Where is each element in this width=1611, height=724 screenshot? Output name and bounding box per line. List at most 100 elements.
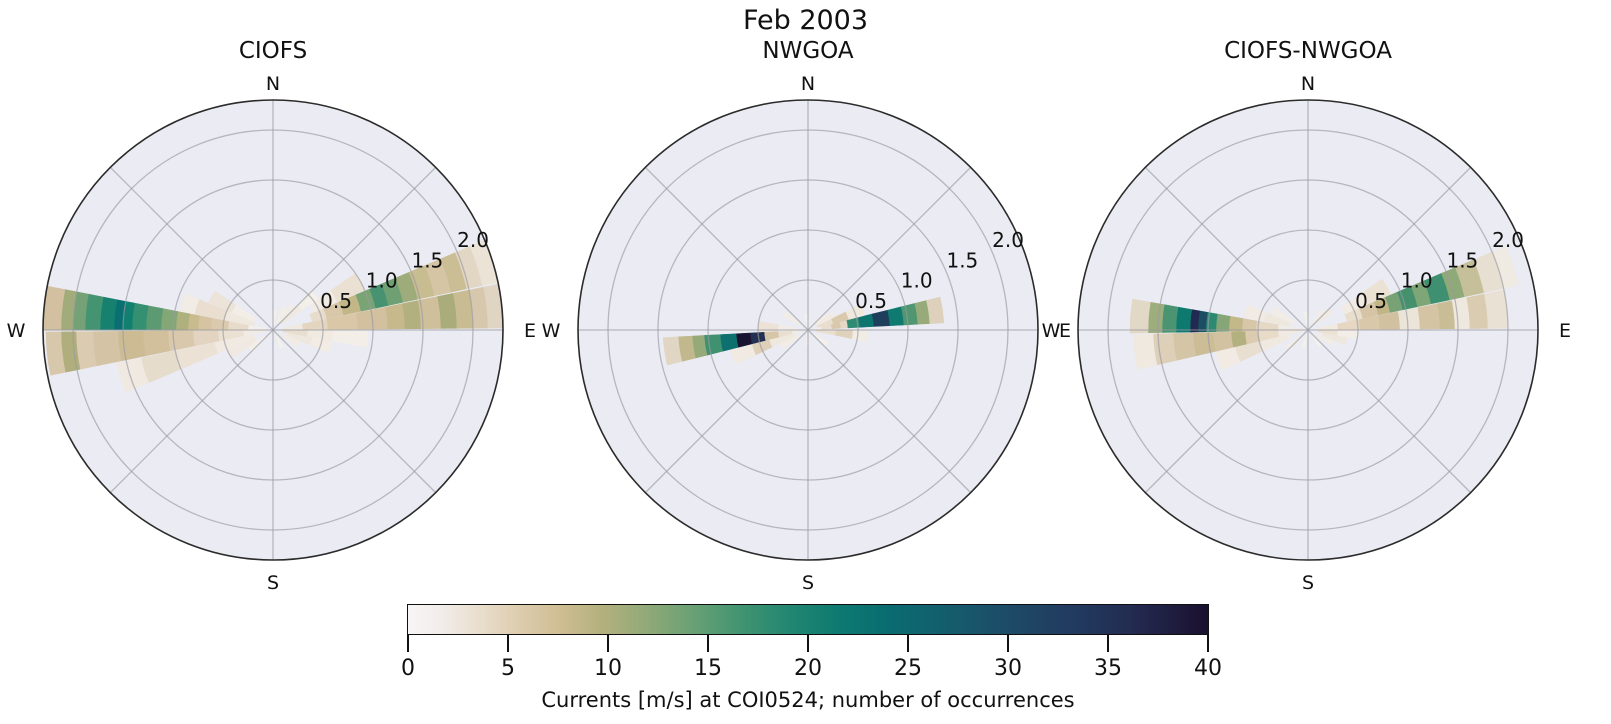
rose-segment xyxy=(280,333,301,348)
subplot-title-ciofs-nwgoa: CIOFS-NWGOA xyxy=(1224,38,1392,64)
axis-labels: N E S W xyxy=(1042,73,1571,594)
grid-spoke xyxy=(644,166,809,331)
radial-tick-label: 1.5 xyxy=(1446,248,1478,272)
cardinal-label-w: W xyxy=(542,320,561,342)
colorbar-tick-label: 10 xyxy=(594,656,622,681)
radial-tick-label: 1.5 xyxy=(946,248,978,272)
rose-segment xyxy=(275,306,287,324)
subplot-title-nwgoa: NWGOA xyxy=(762,38,854,64)
rose-segment xyxy=(385,303,406,330)
colorbar-tick-label: 5 xyxy=(501,656,515,681)
cardinal-label-s: S xyxy=(802,572,814,594)
polar-outline xyxy=(42,99,504,561)
rose-segment xyxy=(1215,347,1241,371)
polar-plot: N E S W 0.5 1.0 1.5 2.0 xyxy=(542,73,1071,594)
colorbar-tick xyxy=(707,635,709,652)
rose-segment xyxy=(187,313,200,331)
figure-title: Feb 2003 xyxy=(742,5,869,36)
grid-spoke xyxy=(1144,166,1309,331)
rose-segment xyxy=(1321,332,1348,346)
rose-segment xyxy=(274,333,285,349)
rose-segment xyxy=(1152,333,1177,366)
rose-segment xyxy=(1361,278,1391,305)
rose-segment xyxy=(815,311,836,326)
rose-segment xyxy=(331,330,369,348)
colorbar-tick xyxy=(1107,635,1109,652)
polar-plot: N E S W 0.5 1.0 1.5 2.0 xyxy=(7,73,536,594)
grid-spoke xyxy=(272,166,437,331)
rose-segment xyxy=(117,330,146,362)
grid-spoke xyxy=(272,329,437,494)
rose-segment xyxy=(131,302,149,331)
colorbar-gradient xyxy=(407,604,1209,635)
rose-segment xyxy=(1301,334,1308,349)
colorbar-label: Currents [m/s] at COI0524; number of occ… xyxy=(541,688,1075,712)
rose-segment xyxy=(1311,308,1326,325)
cardinal-label-e: E xyxy=(1059,320,1071,342)
polar-grid xyxy=(43,100,503,560)
rose-segment xyxy=(1243,304,1267,322)
radial-tick-label: 2.0 xyxy=(1492,228,1524,252)
grid-spoke xyxy=(109,329,274,494)
rose-segment xyxy=(1230,331,1247,348)
grid-spoke xyxy=(807,329,972,494)
grid-spoke xyxy=(109,166,274,331)
rose-segment xyxy=(1132,333,1158,370)
colorbar-tick xyxy=(1007,635,1009,652)
colorbar-tick xyxy=(1207,635,1209,652)
cardinal-label-w: W xyxy=(7,320,26,342)
rose-segment xyxy=(730,344,757,365)
radial-tick-label: 2.0 xyxy=(992,228,1024,252)
grid-spoke xyxy=(644,329,809,494)
rose-segment xyxy=(1241,318,1258,332)
colorbar-tick xyxy=(807,635,809,652)
rose-petals xyxy=(662,296,945,366)
grid-spoke xyxy=(1307,329,1472,494)
radial-tick-label: 0.5 xyxy=(320,289,352,313)
axis-labels: N E S W xyxy=(7,73,536,594)
rose-segment xyxy=(783,311,801,326)
rose-segment xyxy=(1192,332,1216,357)
rose-segment xyxy=(1417,303,1441,330)
rose-segment xyxy=(813,333,829,347)
rose-plots: N E S W 0.5 1.0 1.5 2.0 N E S W 0.5 1.0 1.5 2.0 N E S W 0.5 1… xyxy=(7,73,1571,594)
rose-segment xyxy=(145,305,164,331)
grid-spoke xyxy=(1307,166,1472,331)
polar-grid xyxy=(578,100,1038,560)
radial-tick-label: 0.5 xyxy=(855,289,887,313)
rose-segment xyxy=(402,300,422,330)
rose-segment xyxy=(1397,307,1421,330)
colorbar-tick-label: 25 xyxy=(894,656,922,681)
rose-segment xyxy=(1270,307,1296,325)
rose-segment xyxy=(1215,313,1231,332)
colorbar-tick-label: 0 xyxy=(401,656,415,681)
rose-segment xyxy=(278,304,295,324)
rose-segment xyxy=(92,331,122,367)
rose-segment xyxy=(175,311,190,331)
cardinal-label-n: N xyxy=(801,73,815,95)
rose-segment xyxy=(662,336,683,366)
rose-petals xyxy=(1129,245,1519,371)
colorbar-axis: 0 5 10 15 20 25 30 35 40 Currents [m/s] at COI05… xyxy=(401,604,1222,716)
rose-segment xyxy=(179,293,200,315)
radial-tick-label: 2.0 xyxy=(457,228,489,252)
radial-tick-label: 1.0 xyxy=(1401,269,1433,293)
colorbar-tick-label: 40 xyxy=(1194,656,1222,681)
radial-tick-label: 1.0 xyxy=(901,269,933,293)
polar-grid xyxy=(1078,100,1538,560)
colorbar-tick-label: 35 xyxy=(1094,656,1122,681)
rose-segment xyxy=(1147,301,1165,334)
rose-segment xyxy=(1161,304,1179,333)
grid-spoke xyxy=(1144,329,1309,494)
cardinal-label-n: N xyxy=(1301,73,1315,95)
colorbar-tick xyxy=(607,635,609,652)
rose-segment xyxy=(1175,306,1193,333)
polar-outline xyxy=(1077,99,1539,561)
colorbar-tick-label: 15 xyxy=(694,656,722,681)
subplot-title-ciofs: CIOFS xyxy=(238,38,308,64)
rose-segment xyxy=(926,296,945,324)
rose-segment xyxy=(887,306,905,326)
grid-spoke xyxy=(807,166,972,331)
cardinal-label-s: S xyxy=(267,572,279,594)
